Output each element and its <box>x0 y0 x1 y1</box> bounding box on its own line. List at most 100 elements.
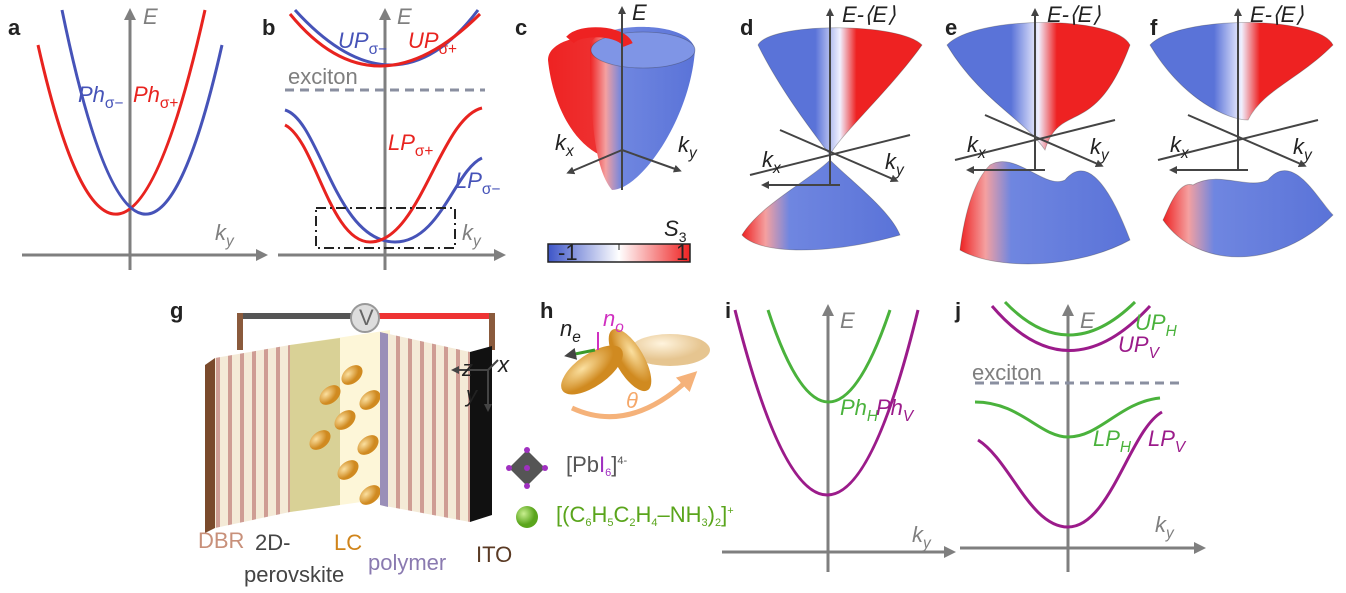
label: LPσ+ <box>388 130 433 160</box>
panel-letter: a <box>8 15 21 40</box>
label: UPH <box>1135 310 1178 340</box>
panel-letter: e <box>945 15 957 40</box>
axis-label: ky <box>678 132 698 162</box>
layer-label: ITO <box>476 542 512 567</box>
colorbar-title: S3 <box>664 216 687 245</box>
lc-molecule <box>359 485 381 505</box>
text-part: H <box>867 408 879 425</box>
text-part: H <box>1166 323 1178 340</box>
axis-label: E-⟨E⟩ <box>1047 2 1101 27</box>
text-part: σ− <box>482 181 501 198</box>
text-part: k <box>678 132 690 157</box>
lc-molecule <box>341 365 363 385</box>
axis-label: ky <box>1155 512 1175 542</box>
text-part: k <box>762 147 774 172</box>
text-part: σ− <box>369 41 388 58</box>
text-part: x <box>977 145 987 162</box>
text-part: V <box>1149 345 1161 362</box>
lc-molecule <box>337 460 359 480</box>
label: LPH <box>1093 426 1132 456</box>
text-part: k <box>1090 134 1102 159</box>
axis-label: kx <box>762 147 782 177</box>
text-part: n <box>603 306 615 331</box>
text-part: 2 <box>629 517 635 529</box>
text-part: I <box>599 452 605 477</box>
panel-letter: i <box>725 298 731 323</box>
text-part: k <box>1293 134 1305 159</box>
label: LPV <box>1148 426 1187 456</box>
text-part: Ph <box>78 82 105 107</box>
label: UPσ− <box>338 28 387 58</box>
text-part: 5 <box>607 517 613 529</box>
text-part: 6 <box>605 467 611 479</box>
label: ne <box>560 316 581 346</box>
text-part: k <box>555 130 567 155</box>
text-part: σ− <box>105 95 124 112</box>
axis-label: E <box>632 0 647 25</box>
upper-band <box>757 27 923 156</box>
text-part: –NH <box>658 502 702 527</box>
text-part: LP <box>388 130 415 155</box>
voltmeter: V <box>359 305 374 330</box>
text-part: LP <box>1093 426 1120 451</box>
text-part: k <box>215 220 227 245</box>
axis-label: kx <box>967 132 987 162</box>
panel-letter: j <box>954 298 961 323</box>
text-part: 4 <box>651 517 657 529</box>
text-part: [(C <box>556 502 585 527</box>
text-part: C <box>613 502 629 527</box>
text-part: UP <box>338 28 369 53</box>
legend-label: [(C6H5C2H4–NH3)2]+ <box>556 502 734 529</box>
text-part: [Pb <box>566 452 599 477</box>
axis-label: E <box>1080 308 1095 333</box>
text-part: y <box>472 233 482 250</box>
axis-label: ky <box>462 220 482 250</box>
label: Phσ+ <box>133 82 178 112</box>
axis <box>984 114 1104 168</box>
panel-letter: h <box>540 298 553 323</box>
text-part: y <box>1303 147 1313 164</box>
text-part: k <box>885 149 897 174</box>
label: PhH <box>840 395 879 425</box>
text-part: x <box>772 160 782 177</box>
text-part: Ph <box>133 82 160 107</box>
text-part: σ+ <box>160 95 179 112</box>
panel-letter: c <box>515 15 527 40</box>
axis-label: ky <box>1293 134 1313 164</box>
axis-label: E <box>143 4 158 29</box>
text-part: H <box>591 502 607 527</box>
text-part: + <box>727 505 733 517</box>
text-part: y <box>895 162 905 179</box>
text-part: y <box>922 535 932 552</box>
panel-letter: b <box>262 15 275 40</box>
text-part: UP <box>1135 310 1166 335</box>
panel-letter: f <box>1150 15 1158 40</box>
text-part: k <box>1155 512 1167 537</box>
text-part: 3 <box>702 517 708 529</box>
label: UPV <box>1118 332 1161 362</box>
layer-label: DBR <box>198 528 244 553</box>
text-part: UP <box>408 28 439 53</box>
label: Phσ− <box>78 82 123 112</box>
axis-label: E <box>397 4 412 29</box>
lower-band <box>741 159 901 251</box>
label: θ <box>626 388 638 413</box>
label: LPσ− <box>455 168 500 198</box>
text-part: y <box>688 145 698 162</box>
text-part: k <box>1170 132 1182 157</box>
axis-label: kx <box>1170 132 1190 162</box>
text-part: V <box>903 408 915 425</box>
label: no <box>603 306 624 336</box>
text-part: y <box>1165 525 1175 542</box>
text-part: V <box>1175 439 1187 456</box>
text-part: 2 <box>715 517 721 529</box>
text-part: ) <box>708 502 715 527</box>
text-part: e <box>572 329 581 346</box>
axis-label: y <box>464 382 479 407</box>
upper-band <box>946 22 1131 151</box>
axis <box>779 129 899 183</box>
text-part: S <box>664 216 679 241</box>
text-part: σ+ <box>415 143 434 160</box>
text-part: y <box>225 233 235 250</box>
